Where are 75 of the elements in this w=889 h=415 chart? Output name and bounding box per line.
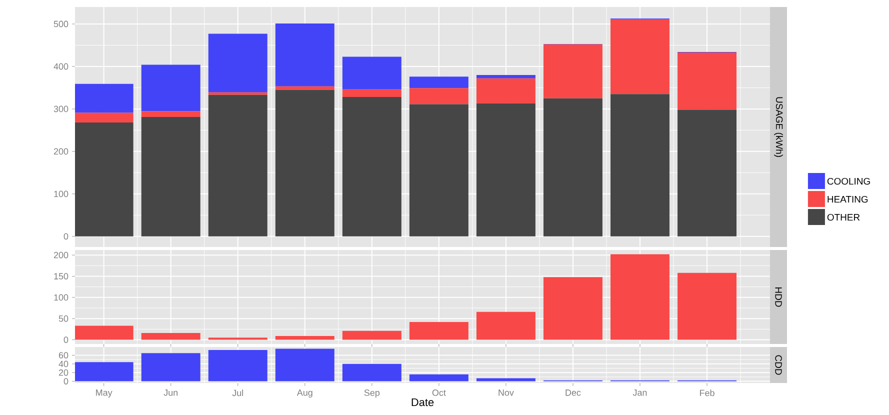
x-tick-label: Jan — [632, 390, 647, 396]
bar — [342, 89, 402, 98]
bar — [476, 378, 536, 382]
bar — [678, 110, 736, 236]
bar — [543, 44, 602, 98]
x-tick-label: May — [96, 390, 112, 398]
bar — [208, 350, 268, 382]
bar — [610, 254, 670, 340]
bar — [275, 336, 334, 340]
bar — [476, 78, 536, 104]
bar — [342, 330, 402, 340]
bar — [409, 322, 468, 340]
bar — [208, 94, 268, 236]
y-tick-label: 40 — [58, 360, 68, 368]
x-tick-label: Oct — [432, 390, 446, 396]
y-tick-label: 200 — [54, 148, 68, 155]
y-tick-label: 0 — [64, 378, 68, 384]
bar — [678, 52, 736, 110]
bar — [275, 86, 334, 90]
bar — [141, 117, 200, 236]
bar — [543, 98, 602, 236]
bar — [75, 326, 134, 340]
y-tick-label: 300 — [54, 106, 68, 112]
x-axis-title: Date — [412, 398, 434, 406]
bar — [208, 34, 268, 92]
bar — [476, 74, 536, 78]
y-tick-label: 0 — [64, 233, 68, 240]
bar — [409, 76, 468, 88]
y-tick-label: 500 — [54, 20, 68, 28]
y-axis-title: USAGE (kWh) — [774, 97, 783, 157]
y-tick-label: 100 — [54, 190, 68, 198]
bar — [141, 111, 200, 118]
y-tick-label: 200 — [54, 252, 68, 258]
bar — [141, 353, 200, 382]
legend-label: OTHER — [827, 214, 860, 221]
x-tick-label: Dec — [566, 390, 581, 396]
bar — [409, 374, 468, 382]
legend-label: HEATING — [828, 196, 868, 203]
legend-label: COOLING — [827, 178, 870, 185]
bar — [543, 277, 602, 340]
bar — [678, 272, 736, 340]
bar — [75, 84, 134, 113]
x-tick-label: Jul — [232, 390, 243, 396]
bar — [476, 103, 536, 236]
x-tick-label: Sep — [364, 390, 380, 398]
x-tick-label: Nov — [498, 390, 514, 396]
bar — [610, 19, 670, 94]
bar — [409, 88, 468, 104]
y-axis-title: HDD — [775, 288, 782, 307]
y-tick-label: 100 — [54, 294, 68, 301]
x-tick-label: Aug — [296, 390, 312, 398]
bar — [275, 24, 334, 86]
x-tick-label: Feb — [700, 390, 714, 396]
bar — [476, 312, 536, 340]
bar — [610, 94, 670, 236]
y-tick-label: 150 — [54, 273, 68, 280]
y-axis-title: CDD — [775, 355, 782, 375]
x-tick-label: Jun — [164, 390, 178, 396]
bar — [208, 92, 268, 95]
bar — [75, 112, 134, 123]
bar — [141, 332, 200, 340]
bar — [275, 90, 334, 236]
y-tick-label: 60 — [58, 352, 68, 358]
bar — [342, 364, 402, 382]
y-tick-label: 400 — [54, 63, 68, 70]
bar — [342, 56, 402, 90]
bar — [275, 348, 334, 382]
y-tick-label: 0 — [64, 336, 68, 343]
y-tick-label: 50 — [58, 315, 68, 322]
bar — [141, 64, 200, 112]
bar — [75, 122, 134, 236]
bar — [409, 104, 468, 236]
bar — [75, 362, 134, 382]
y-tick-label: 20 — [58, 369, 68, 376]
bar — [342, 97, 402, 236]
